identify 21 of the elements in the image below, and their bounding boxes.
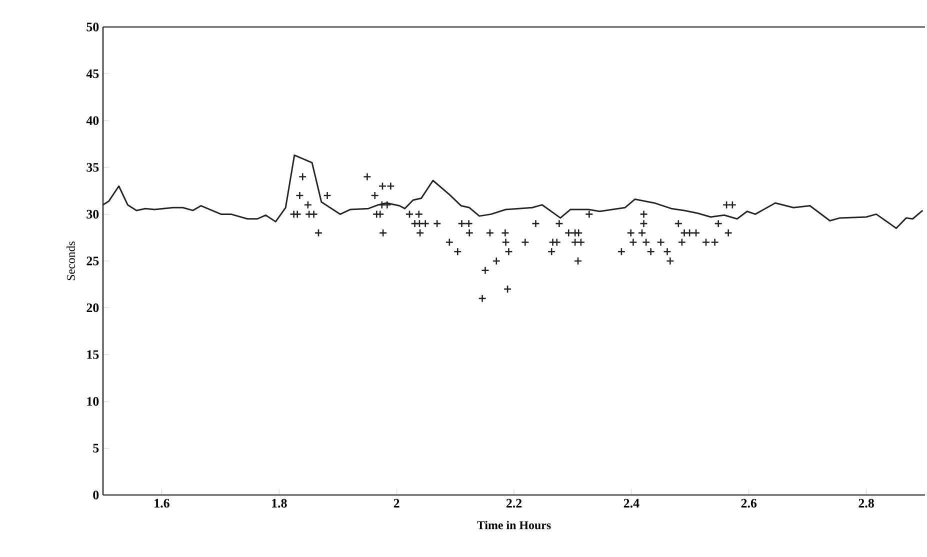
y-tick-label: 15 [87, 350, 99, 359]
y-tick-label: 5 [93, 444, 99, 452]
y-tick-label: 0 [93, 490, 99, 500]
y-tick-label: 30 [86, 210, 99, 219]
line-series [102, 154, 924, 229]
y-axis-title: Seconds [66, 242, 75, 280]
y-tick-label: 35 [86, 163, 99, 172]
y-tick-label: 40 [86, 116, 99, 125]
y-tick-label: 20 [86, 303, 99, 312]
x-tick-label: 2.8 [858, 498, 874, 508]
y-tick-label: 50 [86, 22, 99, 32]
y-tick-label: 25 [86, 256, 99, 266]
y-tick-label: 45 [86, 69, 99, 78]
x-tick-label: 1.8 [272, 498, 287, 508]
x-tick-label: 2 [394, 498, 400, 508]
x-tick-label: 2.4 [624, 498, 640, 508]
x-tick-label: 1.6 [154, 498, 170, 508]
y-tick-label: 10 [87, 397, 99, 406]
x-axis-title: Time in Hours [477, 520, 551, 530]
x-tick-label: 2.2 [506, 498, 522, 508]
x-tick-label: 2.6 [741, 498, 757, 508]
